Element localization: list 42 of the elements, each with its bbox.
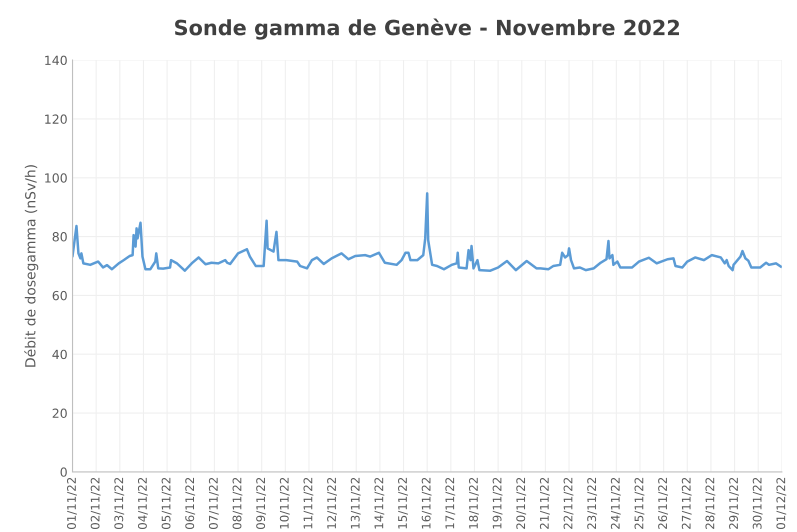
x-tick-label: 04/11/22	[138, 478, 148, 529]
x-tick-label: 21/11/22	[540, 478, 550, 529]
x-tick-label: 03/11/22	[114, 478, 124, 529]
y-axis-title: Débit de dosegamma (nSv/h)	[24, 165, 38, 367]
x-tick-label: 02/11/22	[90, 478, 101, 529]
y-tick-label: 140	[45, 56, 67, 66]
y-tick-label: 60	[52, 290, 67, 300]
x-tick-label: 06/11/22	[185, 478, 196, 529]
x-tick-label: 15/11/22	[398, 478, 408, 528]
x-tick-label: 22/11/22	[564, 478, 574, 529]
x-tick-label: 01/12/22	[776, 478, 786, 529]
x-tick-label: 07/11/22	[208, 478, 219, 529]
y-tick-label: 20	[52, 408, 67, 418]
x-tick-label: 25/11/22	[634, 478, 644, 529]
x-tick-label: 16/11/22	[422, 478, 432, 528]
x-tick-label: 13/11/22	[350, 478, 361, 528]
x-tick-label: 26/11/22	[658, 478, 668, 529]
x-tick-label: 29/11/22	[729, 478, 739, 529]
x-tick-label: 11/11/22	[303, 478, 314, 528]
x-tick-label: 01/11/22	[67, 478, 77, 529]
x-tick-label: 30/11/22	[752, 478, 763, 529]
x-tick-label: 24/11/22	[610, 478, 621, 529]
x-tick-label: 10/11/22	[280, 478, 290, 528]
x-tick-label: 14/11/22	[374, 478, 384, 528]
x-tick-label: 27/11/22	[682, 478, 692, 529]
x-tick-label: 20/11/22	[516, 478, 526, 529]
x-tick-label: 12/11/22	[327, 478, 337, 528]
y-tick-label: 40	[52, 350, 67, 360]
x-tick-label: 05/11/22	[162, 478, 172, 529]
x-tick-label: 18/11/22	[468, 478, 479, 528]
x-tick-label: 17/11/22	[445, 478, 456, 528]
x-tick-label: 19/11/22	[492, 478, 502, 528]
x-tick-label: 08/11/22	[232, 478, 242, 529]
y-tick-label: 0	[60, 467, 67, 477]
x-tick-label: 09/11/22	[256, 478, 266, 529]
line-series	[72, 192, 782, 272]
y-tick-label: 100	[45, 173, 67, 183]
y-tick-label: 80	[52, 232, 67, 242]
y-tick-label: 120	[45, 114, 67, 124]
chart-title: Sonde gamma de Genève - Novembre 2022	[175, 18, 679, 40]
x-tick-label: 23/11/22	[587, 478, 598, 529]
x-tick-label: 28/11/22	[705, 478, 716, 529]
